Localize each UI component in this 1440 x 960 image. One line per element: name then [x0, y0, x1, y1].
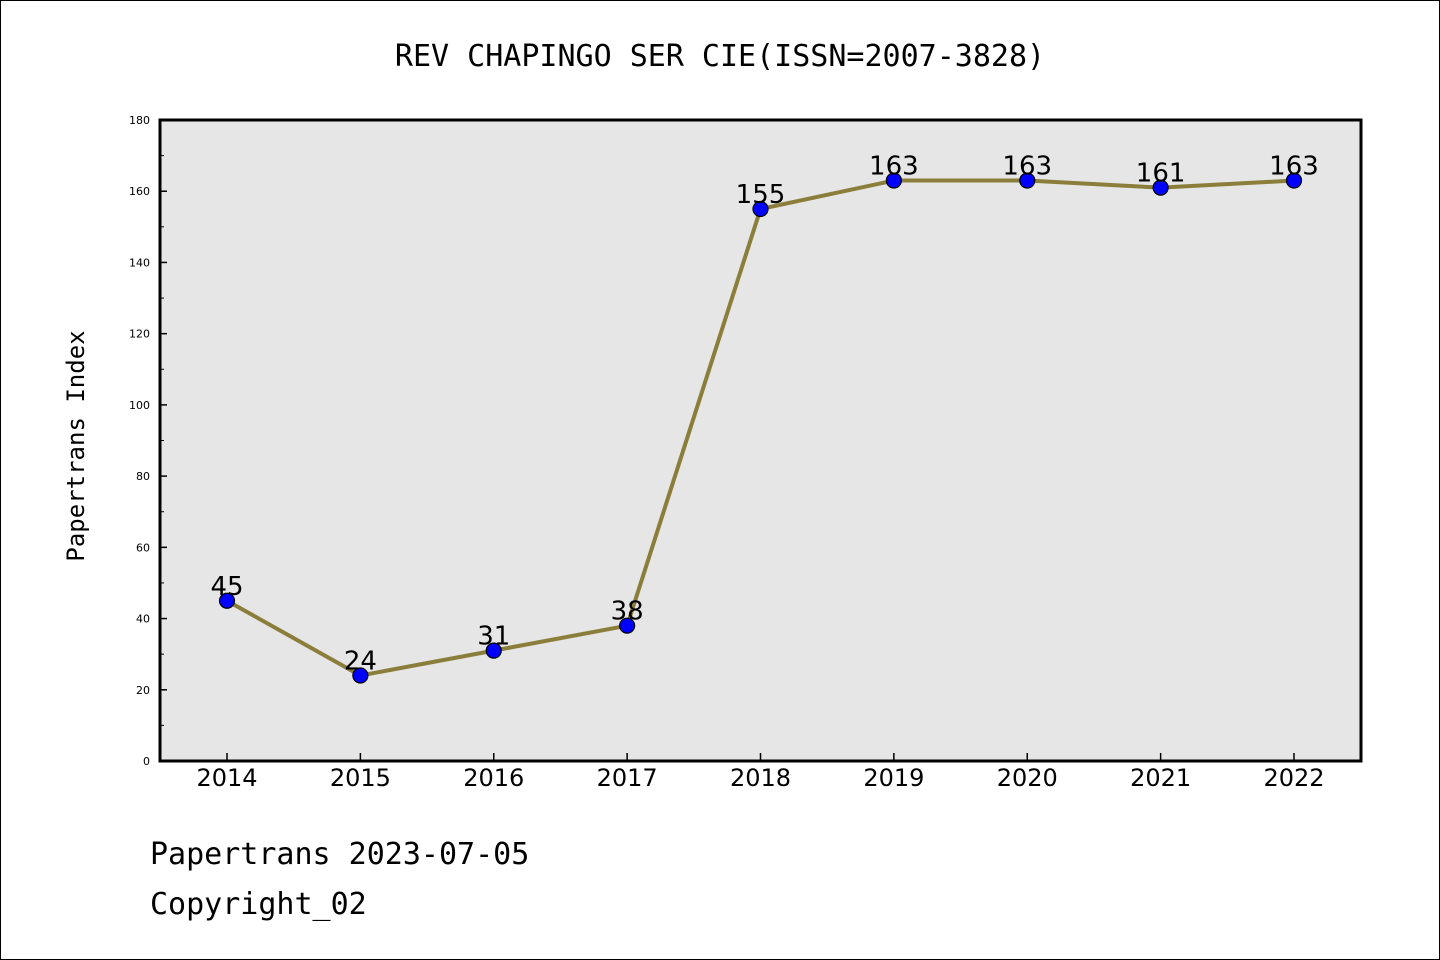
- chart-title: REV CHAPINGO SER CIE(ISSN=2007-3828): [395, 39, 1045, 74]
- data-labels: 45 24 31 38 155 163 163 161 163: [210, 152, 1318, 677]
- data-point: [885, 172, 902, 189]
- data-label: 161: [1136, 159, 1186, 189]
- data-point: [1285, 172, 1303, 189]
- data-label: 45: [210, 572, 243, 602]
- data-label: 24: [344, 647, 377, 677]
- footer-date: Papertrans 2023-07-05: [150, 837, 529, 872]
- y-tick-label: 60: [136, 541, 150, 554]
- x-tick-label: 2016: [463, 764, 524, 792]
- y-axis: 0 20 40 60 80 100 120 140 160 180: [129, 114, 167, 768]
- x-tick-label: 2015: [330, 764, 391, 792]
- x-tick-label: 2018: [730, 764, 791, 792]
- data-point: [1019, 172, 1036, 189]
- x-tick-label: 2019: [863, 764, 924, 792]
- data-label: 163: [1269, 152, 1319, 182]
- data-point: [619, 617, 636, 634]
- y-tick-label: 160: [129, 185, 150, 198]
- data-label: 163: [869, 152, 919, 182]
- data-label: 31: [477, 622, 510, 652]
- y-tick-label: 140: [129, 256, 150, 269]
- data-label: 163: [1002, 152, 1052, 182]
- x-tick-label: 2020: [997, 764, 1058, 792]
- footer-copyright: Copyright_02: [150, 887, 367, 922]
- data-label: 38: [611, 597, 644, 627]
- data-label: 155: [736, 180, 786, 210]
- y-tick-label: 100: [129, 399, 150, 412]
- x-tick-label: 2021: [1130, 764, 1191, 792]
- plot-area: [160, 120, 1361, 761]
- series-markers: [218, 172, 1303, 684]
- y-tick-label: 40: [136, 613, 150, 626]
- y-tick-label: 120: [129, 328, 150, 341]
- plot-border: [158, 118, 1363, 763]
- data-point: [752, 200, 769, 218]
- x-tick-label: 2022: [1263, 764, 1324, 792]
- x-tick-label: 2014: [196, 764, 257, 792]
- x-tick-label: 2017: [597, 764, 658, 792]
- y-tick-label: 20: [136, 684, 150, 697]
- data-point: [1152, 179, 1169, 196]
- y-tick-label: 180: [129, 114, 150, 127]
- y-axis-label: Papertrans Index: [62, 330, 90, 561]
- data-point: [485, 642, 502, 659]
- data-point: [218, 592, 236, 609]
- data-point: [352, 667, 369, 684]
- y-tick-label: 0: [143, 755, 150, 768]
- y-tick-label: 80: [136, 470, 150, 483]
- x-axis: 2014 2015 2016 2017 2018 2019 2020 2021 2022: [196, 753, 1325, 792]
